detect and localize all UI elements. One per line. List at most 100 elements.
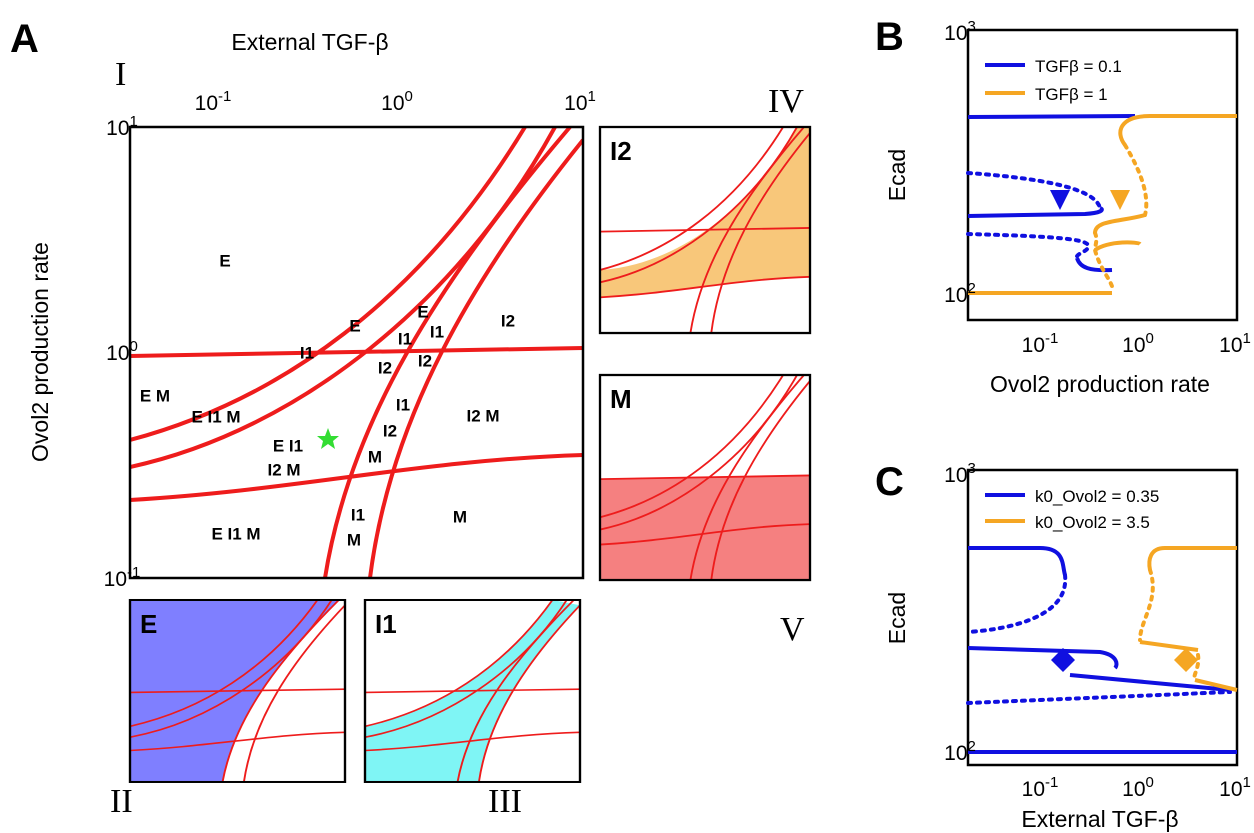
tick-exp: 0 [130,338,138,355]
tick-label: 102 [944,280,976,307]
tick-label: 101 [1219,330,1251,357]
tick-base: 10 [1022,334,1045,357]
region-label: I2 M [466,406,499,425]
tick-exp: -1 [127,564,140,581]
panel-letter: A [10,17,39,61]
star-marker [317,428,339,449]
roman-label: III [488,783,522,820]
tick-base: 10 [1219,778,1242,801]
main-panel [128,125,585,580]
tick-base: 10 [104,568,127,591]
subpanel-e [128,598,347,783]
tick-exp: 1 [1243,774,1251,791]
tick-base: 10 [944,464,967,487]
tick-label: 103 [944,460,976,487]
tick-label: 101 [1219,774,1251,801]
tick-exp: 0 [405,88,413,105]
region-label: M [453,507,467,526]
roman-label: I [115,56,126,93]
tick-exp: 3 [968,18,976,35]
region-label: E I1 M [211,524,260,543]
tick-exp: 1 [588,88,596,105]
tick-label: 101 [564,88,596,115]
tick-exp: 0 [1146,330,1154,347]
tick-label: 10-1 [1022,774,1059,801]
tick-label: 102 [944,738,976,765]
tick-base: 10 [944,22,967,45]
tick-exp: 3 [968,460,976,477]
tick-exp: -1 [1045,774,1058,791]
roman-label: IV [768,83,804,120]
tick-base: 10 [944,284,967,307]
region-label: E I1 M [191,407,240,426]
tick-label: 100 [381,88,413,115]
panel-c: C k0_Ovol2 = 0.35 k0_Ovol2 = 3.5 Externa… [875,460,1239,832]
region-label: I2 [501,311,515,330]
subpanel-title: I1 [375,609,397,639]
y-label: Ovol2 production rate [27,242,53,462]
legend-label: k0_Ovol2 = 3.5 [1035,513,1150,532]
region-label: E [219,251,230,270]
region-label: I1 [398,329,412,348]
region-label: I1 [396,395,410,414]
y-label: Ecad [884,592,910,644]
tick-label: 10-1 [104,564,141,591]
tick-base: 10 [1219,334,1242,357]
region-label: I1 [300,343,314,362]
region-label: E [417,302,428,321]
tick-label: 103 [944,18,976,45]
region-label: I1 [430,322,444,341]
region-label: I2 [378,358,392,377]
panel-b: B TGFβ = 0.1 TGFβ = 1 Ovol2 production r… [875,15,1239,397]
legend-label: TGFβ = 0.1 [1035,57,1122,76]
tick-exp: 1 [1243,330,1251,347]
tick-label: 101 [106,113,138,140]
tick-label: 10-1 [1022,330,1059,357]
x-label: Ovol2 production rate [990,371,1210,397]
subpanel-title: I2 [610,136,632,166]
roman-label: V [780,611,805,648]
region-label: I2 [418,351,432,370]
y-label: Ecad [884,149,910,201]
region-label: I2 M [267,460,300,479]
subpanel-title: M [610,384,632,414]
tick-base: 10 [106,342,129,365]
legend-label: k0_Ovol2 = 0.35 [1035,487,1159,506]
region-label: E I1 [273,436,303,455]
x-label: External TGF-β [1021,806,1178,832]
panel-letter: C [875,460,904,504]
region-label: M [347,530,361,549]
tick-base: 10 [1022,778,1045,801]
region-label: I1 [351,505,365,524]
tick-exp: 0 [1146,774,1154,791]
subpanel-i1 [363,598,582,783]
tick-base: 10 [564,92,587,115]
region-label: E M [140,386,170,405]
tick-base: 10 [195,92,218,115]
x-label: External TGF-β [231,29,388,55]
subpanel-i2 [598,125,812,335]
region-label: I2 [383,421,397,440]
tick-base: 10 [1122,334,1145,357]
tick-base: 10 [1122,778,1145,801]
tick-label: 100 [1122,774,1154,801]
tick-label: 100 [106,338,138,365]
tick-label: 100 [1122,330,1154,357]
tick-label: 10-1 [195,88,232,115]
region-label: E [349,316,360,335]
tick-exp: 2 [968,738,976,755]
roman-label: II [110,783,133,820]
tick-exp: -1 [218,88,231,105]
tick-exp: -1 [1045,330,1058,347]
tick-base: 10 [944,742,967,765]
subpanel-title: E [140,609,157,639]
tick-exp: 1 [130,113,138,130]
legend-label: TGFβ = 1 [1035,85,1108,104]
subpanel-m [598,373,812,582]
region-label: M [368,447,382,466]
tick-base: 10 [106,117,129,140]
panel-letter: B [875,15,904,59]
tick-base: 10 [381,92,404,115]
tick-exp: 2 [968,280,976,297]
